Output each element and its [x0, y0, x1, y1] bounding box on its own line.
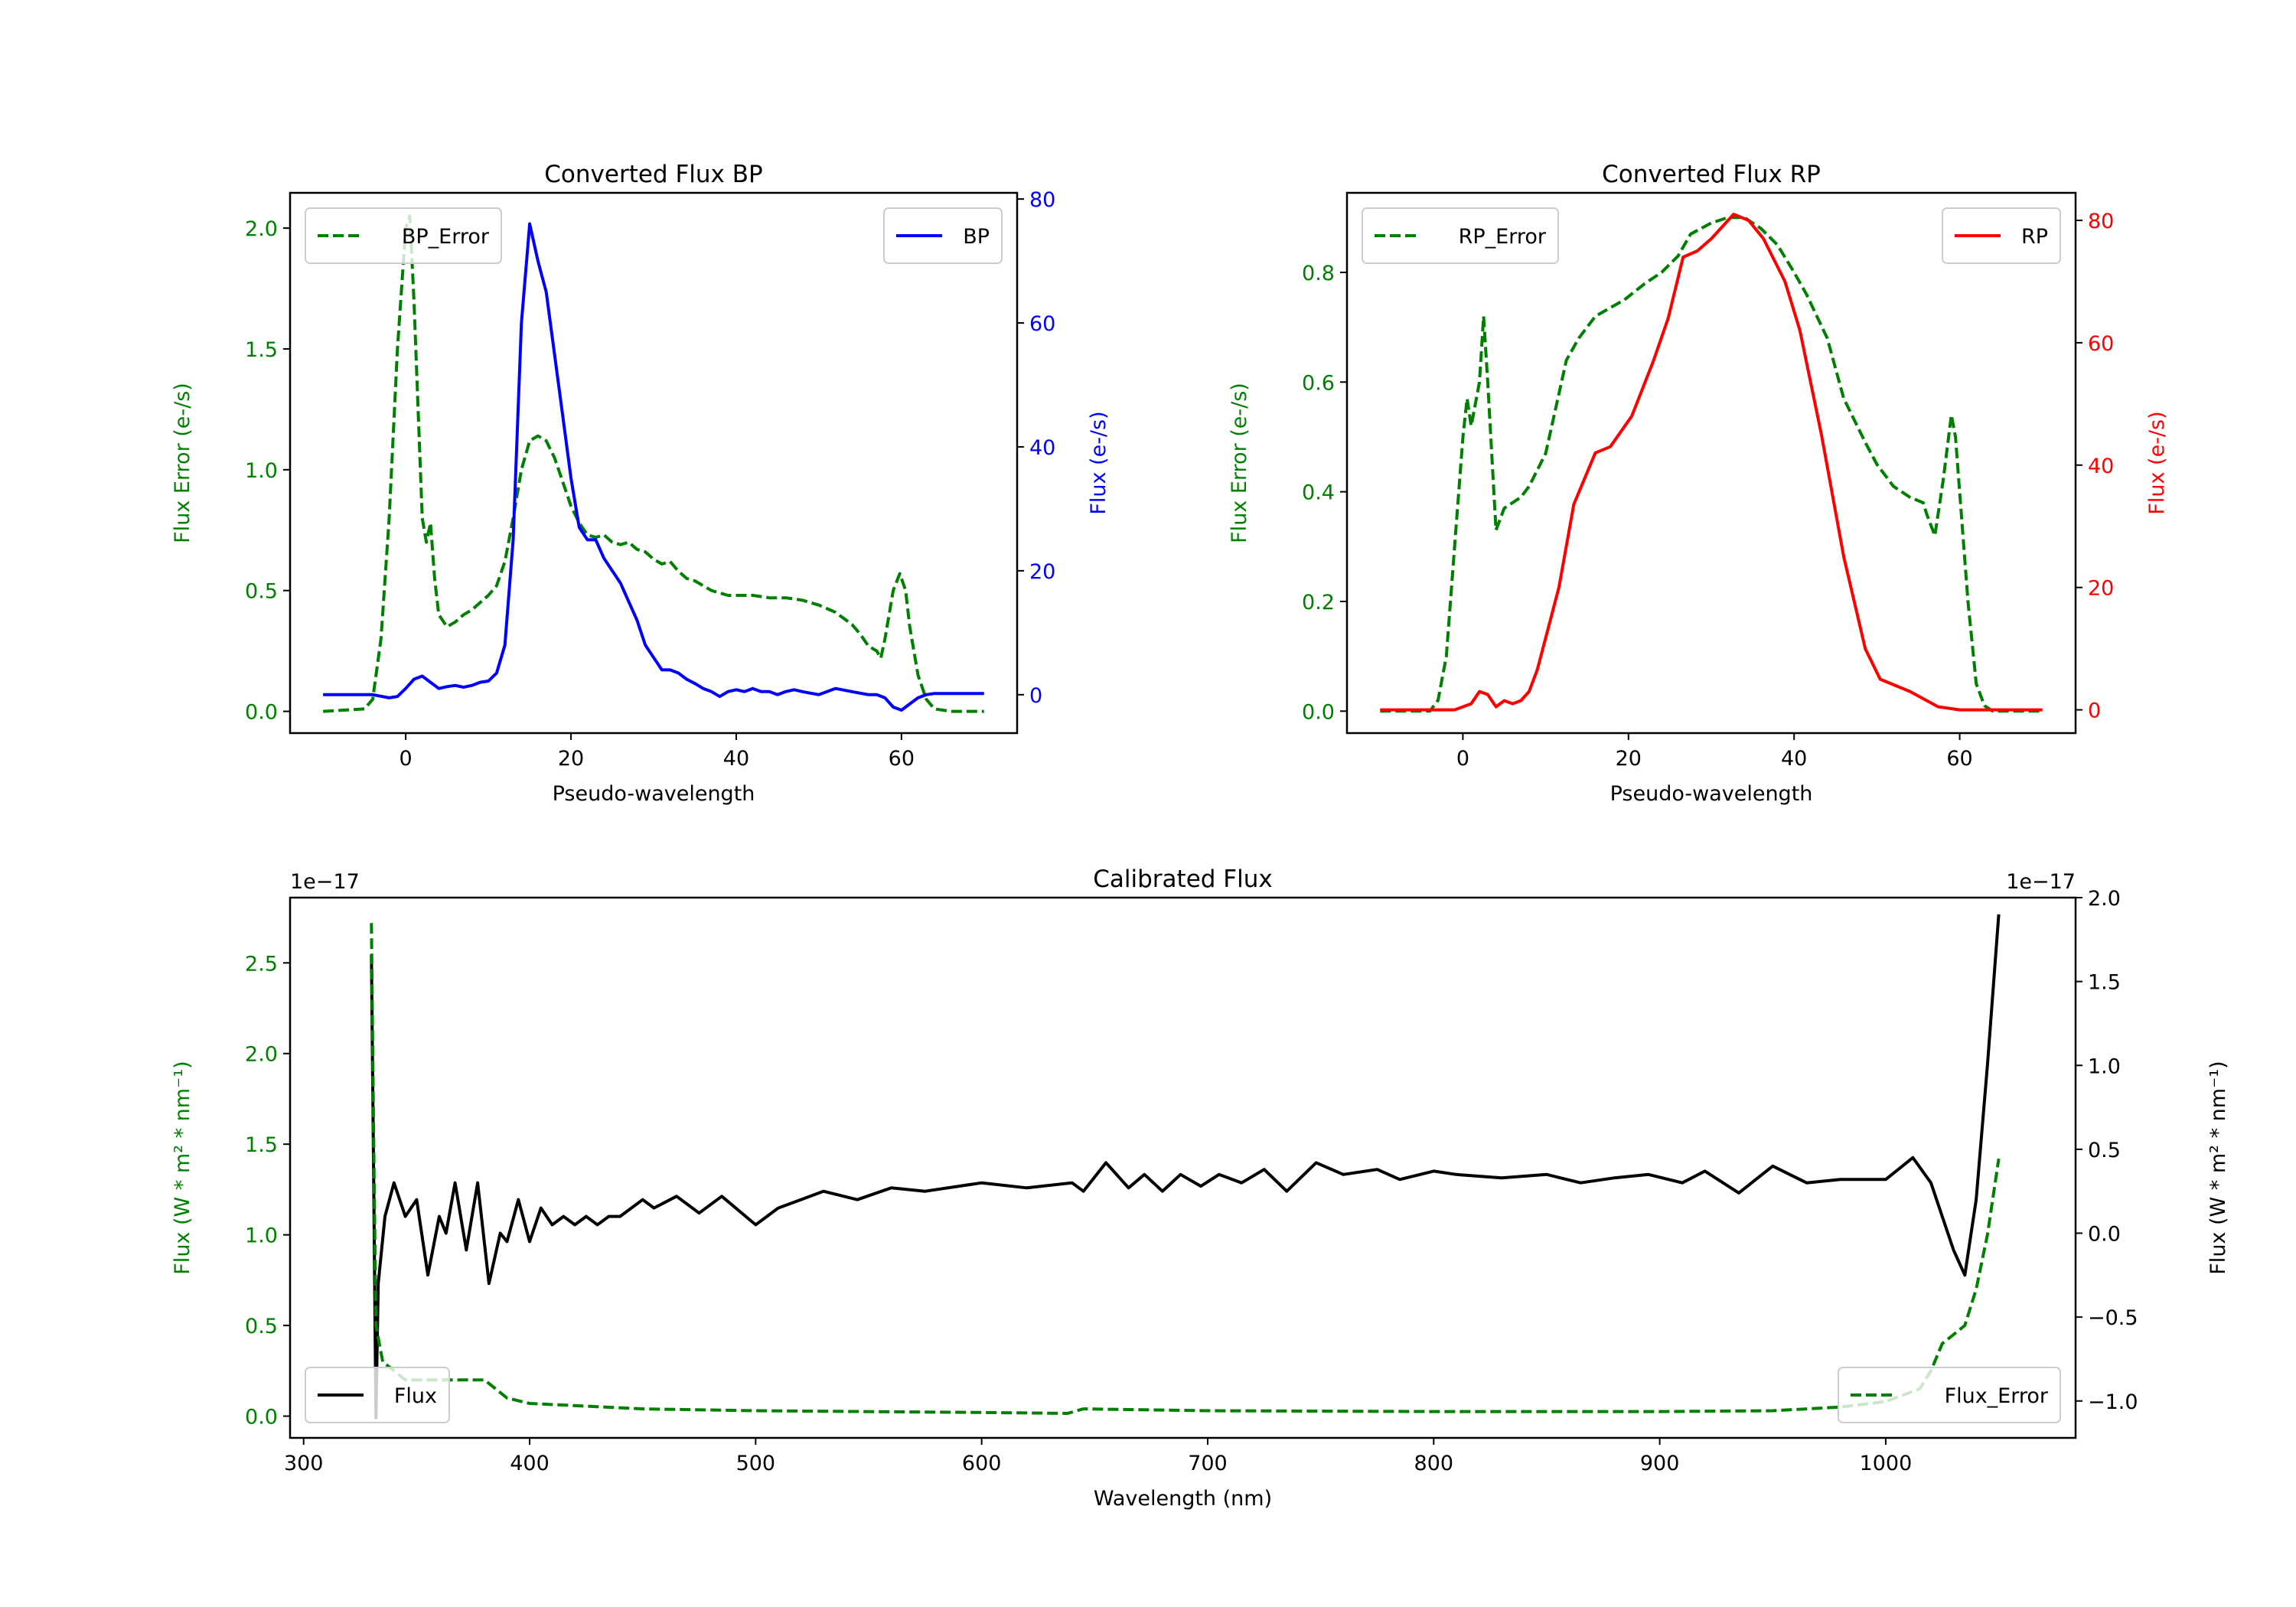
- chart-converted-flux-rp: Converted Flux RP 0 20 40 60 Pseudo-wavelengt…: [1228, 161, 2169, 806]
- y-left-tick-label: 0.6: [1302, 371, 1335, 395]
- x-tick-label: 400: [510, 1452, 550, 1475]
- axes-frame: [1345, 191, 2077, 735]
- y-right-tick-label: 0.5: [2088, 1139, 2121, 1162]
- legend-box: [883, 207, 1003, 264]
- y-right-tick-label: 20: [1029, 560, 1055, 584]
- chart-title: Calibrated Flux: [1093, 865, 1272, 893]
- legend-box: [1362, 207, 1559, 264]
- legend-label: Flux_Error: [1945, 1384, 2049, 1408]
- legend-label: BP: [963, 225, 990, 249]
- x-tick-label: 0: [400, 747, 413, 771]
- y-right-axis-label: Flux (e-/s): [1087, 411, 1110, 514]
- y-right-tick-label: 0: [1029, 684, 1042, 708]
- y-right-tick-label: 2.0: [2088, 887, 2121, 911]
- x-tick-label: 40: [723, 747, 749, 771]
- chart-converted-flux-bp: Converted Flux BP 0 20 40 60 Pseudo-wavelengt…: [171, 161, 1110, 806]
- y-left-axis-label: Flux Error (e-/s): [1228, 383, 1251, 543]
- y-left-tick-label: 0.0: [245, 701, 278, 725]
- series-line-rp_error: [1380, 216, 2043, 713]
- series-line-bp_error: [323, 214, 984, 713]
- series-line-bp: [323, 222, 984, 712]
- y-right-offset-label: 1e−17: [2006, 870, 2076, 894]
- x-axis-label: Pseudo-wavelength: [1610, 782, 1813, 806]
- y-left-tick-label: 0.8: [1302, 262, 1335, 285]
- y-left-axis-label: Flux (W * m² * nm⁻¹): [171, 1061, 194, 1274]
- series-line-flux: [370, 914, 2001, 1420]
- y-left-tick-label: 1.0: [245, 459, 278, 483]
- y-left-tick-label: 1.5: [245, 338, 278, 362]
- x-tick-label: 20: [558, 747, 584, 771]
- x-axis-label: Wavelength (nm): [1094, 1487, 1272, 1511]
- x-tick-label: 900: [1640, 1452, 1680, 1475]
- y-left-tick-label: 2.0: [245, 1043, 278, 1067]
- x-tick-label: 60: [889, 747, 915, 771]
- y-left-tick-label: 1.5: [245, 1133, 278, 1157]
- y-right-tick-label: 1.0: [2088, 1054, 2121, 1078]
- legend-label: RP_Error: [1459, 225, 1547, 249]
- series-line-rp: [1380, 213, 2043, 712]
- y-left-tick-label: 1.0: [245, 1224, 278, 1248]
- x-tick-label: 600: [962, 1452, 1002, 1475]
- legend-rp_error: RP_Error: [1362, 207, 1559, 264]
- legend-flux: Flux: [305, 1367, 450, 1423]
- y-right-tick-label: 0.0: [2088, 1223, 2121, 1247]
- y-right-tick-label: 80: [1029, 188, 1055, 212]
- y-right-tick-label: 0: [2088, 699, 2101, 723]
- y-right-axis-label: Flux (e-/s): [2145, 411, 2169, 514]
- y-left-offset-label: 1e−17: [290, 870, 360, 894]
- legend-label: BP_Error: [402, 225, 490, 249]
- legend-box: [1838, 1367, 2061, 1423]
- legend-flux_error: Flux_Error: [1838, 1367, 2061, 1423]
- y-left-axis-label: Flux Error (e-/s): [171, 383, 194, 543]
- y-right-tick-label: 1.5: [2088, 971, 2121, 995]
- y-right-tick-label: 60: [2088, 332, 2114, 356]
- axes-frame: [289, 896, 2077, 1439]
- y-right-tick-label: 20: [2088, 577, 2114, 601]
- x-tick-label: 500: [736, 1452, 776, 1475]
- x-tick-label: 0: [1456, 747, 1469, 771]
- chart-title: Converted Flux RP: [1602, 161, 1821, 188]
- x-tick-label: 1000: [1860, 1452, 1913, 1475]
- y-right-tick-label: −0.5: [2088, 1306, 2138, 1330]
- y-right-tick-label: 40: [1029, 436, 1055, 460]
- y-left-tick-label: 0.0: [245, 1406, 278, 1429]
- y-left-tick-label: 2.5: [245, 952, 278, 976]
- series-line-flux_error: [370, 923, 2001, 1415]
- y-left-tick-label: 2.0: [245, 217, 278, 241]
- axes-frame: [289, 191, 1019, 735]
- x-axis-label: Pseudo-wavelength: [553, 782, 755, 806]
- legend-bp_error: BP_Error: [305, 207, 502, 264]
- x-tick-label: 800: [1414, 1452, 1454, 1475]
- y-right-tick-label: 40: [2088, 455, 2114, 478]
- legend-label: RP: [2021, 225, 2048, 249]
- chart-title: Converted Flux BP: [544, 161, 762, 188]
- y-left-tick-label: 0.5: [245, 580, 278, 604]
- chart-calibrated-flux: Calibrated Flux 300 400 500 600 700 800 900 1000…: [171, 865, 2230, 1511]
- y-right-tick-label: −1.0: [2088, 1390, 2138, 1414]
- x-tick-label: 20: [1616, 747, 1642, 771]
- legend-box: [1942, 207, 2061, 264]
- x-tick-label: 700: [1188, 1452, 1228, 1475]
- y-left-tick-label: 0.0: [1302, 700, 1335, 724]
- y-left-tick-label: 0.4: [1302, 481, 1335, 505]
- x-tick-label: 300: [284, 1452, 324, 1475]
- legend-bp: BP: [883, 207, 1003, 264]
- y-left-tick-label: 0.2: [1302, 591, 1335, 614]
- legend-rp: RP: [1942, 207, 2061, 264]
- legend-box: [305, 1367, 450, 1423]
- legend-box: [305, 207, 502, 264]
- y-right-tick-label: 60: [1029, 312, 1055, 336]
- y-right-axis-label: Flux (W * m² * nm⁻¹): [2206, 1061, 2230, 1274]
- y-left-tick-label: 0.5: [245, 1315, 278, 1338]
- x-tick-label: 60: [1946, 747, 1972, 771]
- legend-label: Flux: [394, 1384, 437, 1408]
- y-right-tick-label: 80: [2088, 210, 2114, 233]
- x-tick-label: 40: [1781, 747, 1807, 771]
